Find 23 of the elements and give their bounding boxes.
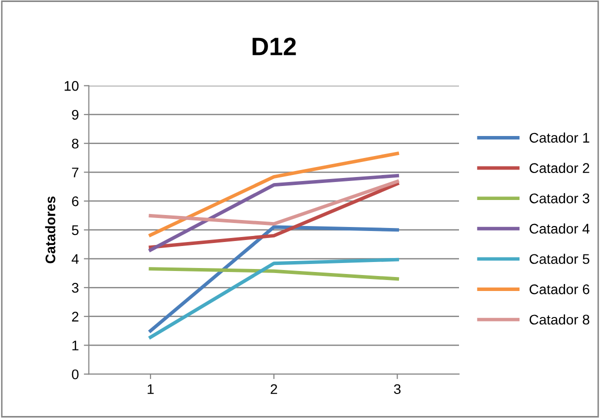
y-tick-label: 5 [72,225,78,236]
x-tick-label: 2 [270,384,278,394]
y-tick-label: 9 [72,110,78,120]
chart-title: D12 [252,38,296,56]
y-tick-label: 4 [72,254,79,264]
legend-label: Catador 5 [530,254,590,264]
legend-label: Catador 3 [530,193,590,204]
y-tick-label: 8 [72,138,78,149]
y-tick-label: 7 [72,168,78,178]
x-tick-label: 3 [394,384,401,394]
legend-label: Catador 6 [530,284,590,294]
legend-label: Catador 1 [530,132,590,143]
y-tick-label: 6 [72,196,78,206]
y-tick-label: 0 [72,369,79,380]
y-tick-label: 10 [64,81,79,91]
legend-label: Catador 2 [530,162,590,174]
legend-label: Catador 4 [530,223,590,234]
y-tick-label: 1 [72,340,78,350]
y-tick-label: 3 [72,282,78,293]
legend-label: Catador 8 [530,314,590,325]
y-axis-title: Catadores [45,196,56,264]
x-tick-label: 1 [148,384,154,394]
y-tick-label: 2 [72,312,78,322]
